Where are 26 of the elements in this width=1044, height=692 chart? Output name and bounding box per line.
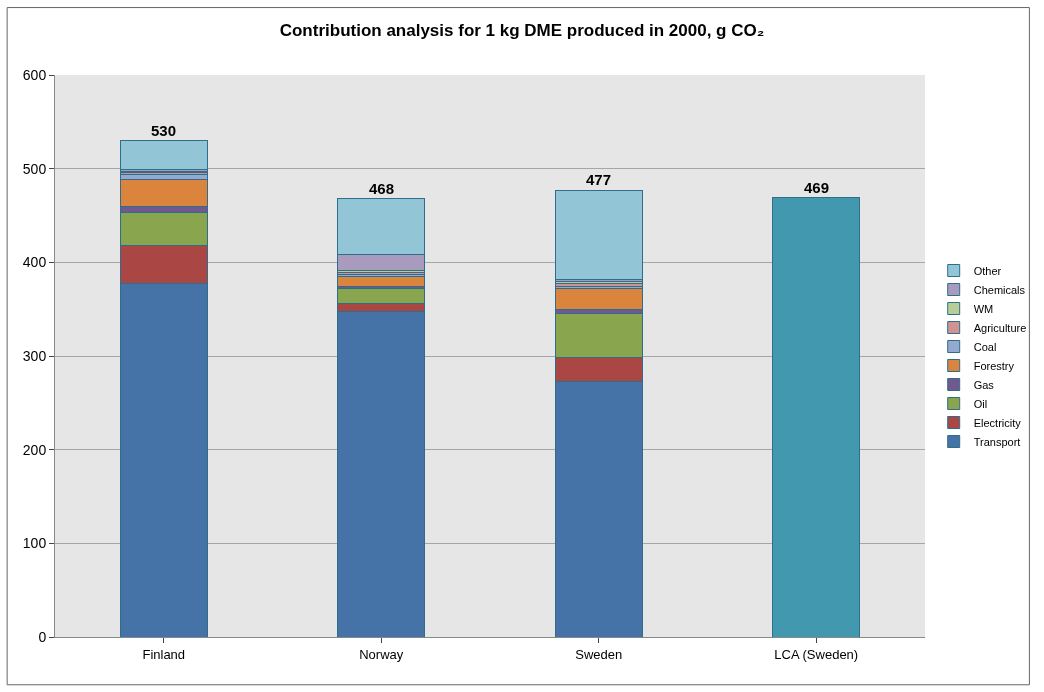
y-tick-label: 500 <box>22 160 47 177</box>
total-label: 477 <box>586 171 612 188</box>
legend-label: Gas <box>973 378 995 391</box>
y-tick-label: 300 <box>22 347 47 364</box>
x-tick-label: Finland <box>142 646 186 662</box>
total-label: 469 <box>804 179 830 196</box>
chart-title: Contribution analysis for 1 kg DME produced in 2000, g CO₂ <box>279 21 765 41</box>
legend-label: Transport <box>973 435 1021 448</box>
y-tick-label: 100 <box>22 535 47 552</box>
legend-label: Coal <box>973 340 997 353</box>
legend-label: Agriculture <box>973 321 1027 334</box>
legend-label: Electricity <box>973 416 1022 429</box>
total-label: 468 <box>369 180 395 197</box>
legend-label: Forestry <box>973 359 1015 372</box>
x-tick-label: LCA (Sweden) <box>774 646 859 662</box>
y-tick-label: 200 <box>22 441 47 458</box>
x-tick-label: Sweden <box>575 646 623 662</box>
y-tick-label: 0 <box>38 628 47 645</box>
legend-label: Oil <box>973 397 988 410</box>
y-tick-label: 600 <box>22 66 47 83</box>
legend-label: Chemicals <box>973 283 1026 296</box>
y-tick-label: 400 <box>22 254 47 271</box>
legend-label: WM <box>973 302 994 315</box>
x-tick-label: Norway <box>359 646 404 662</box>
total-label: 530 <box>151 122 177 139</box>
legend-label: Other <box>973 264 1002 277</box>
